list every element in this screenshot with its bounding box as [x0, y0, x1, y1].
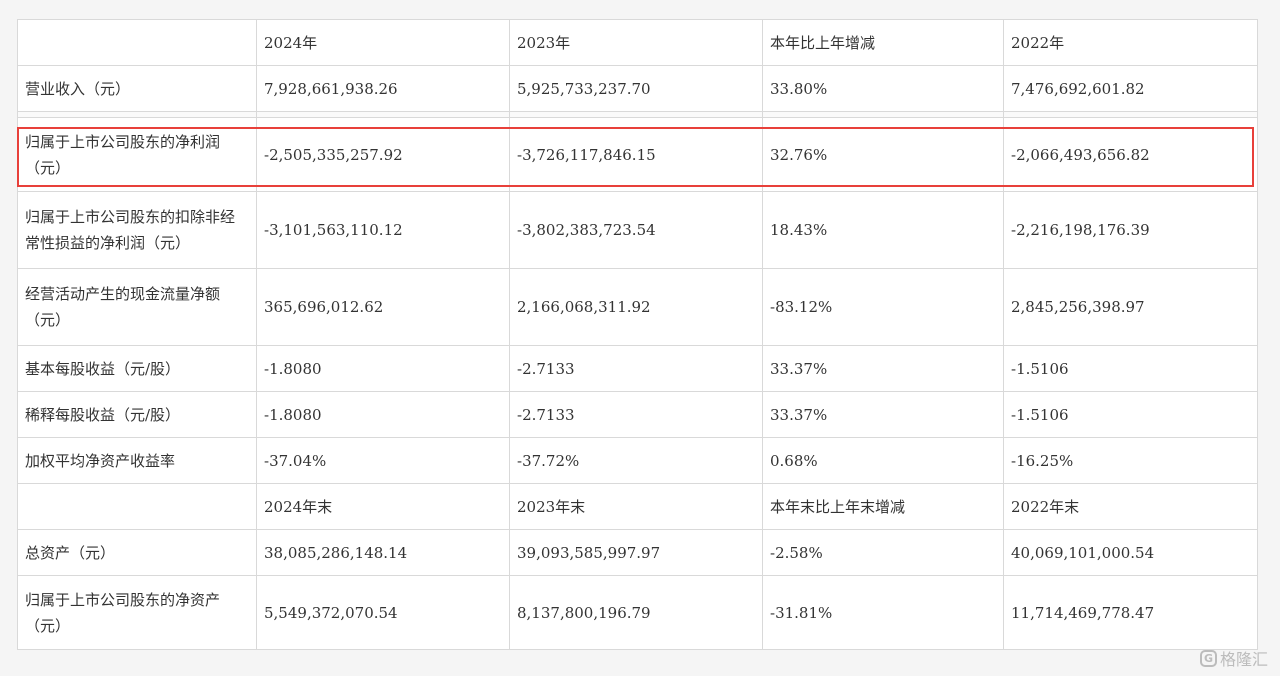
header-cell [17, 19, 257, 66]
value-2023: -3,802,383,723.54 [509, 191, 763, 269]
financial-table-container: 2024年 2023年 本年比上年增减 2022年 营业收入（元） 7,928,… [17, 19, 1258, 650]
value-2023: -3,726,117,846.15 [509, 117, 763, 192]
value-2022: -1.5106 [1003, 391, 1258, 438]
value-2023: 39,093,585,997.97 [509, 529, 763, 576]
value-2024: 7,928,661,938.26 [256, 65, 510, 112]
header-cell: 2022年 [1003, 19, 1258, 66]
header-cell: 本年比上年增减 [762, 19, 1004, 66]
value-2024: -3,101,563,110.12 [256, 191, 510, 269]
row-label: 稀释每股收益（元/股） [17, 391, 257, 438]
value-2024: -37.04% [256, 437, 510, 484]
table-row: 基本每股收益（元/股） -1.8080 -2.7133 33.37% -1.51… [17, 345, 1258, 392]
value-change: 0.68% [762, 437, 1004, 484]
table-row-highlighted: 归属于上市公司股东的净利润（元） -2,505,335,257.92 -3,72… [17, 117, 1258, 192]
value-2023: -2.7133 [509, 391, 763, 438]
table-row: 稀释每股收益（元/股） -1.8080 -2.7133 33.37% -1.51… [17, 391, 1258, 438]
header-cell [17, 483, 257, 530]
row-label: 归属于上市公司股东的扣除非经常性损益的净利润（元） [17, 191, 257, 269]
row-label: 基本每股收益（元/股） [17, 345, 257, 392]
row-label: 经营活动产生的现金流量净额（元） [17, 268, 257, 346]
value-change: 33.37% [762, 391, 1004, 438]
value-2022: -16.25% [1003, 437, 1258, 484]
value-2022: 2,845,256,398.97 [1003, 268, 1258, 346]
value-change: -31.81% [762, 575, 1004, 650]
watermark-logo-icon: G [1199, 649, 1217, 667]
value-change: 32.76% [762, 117, 1004, 192]
header-cell: 2023年末 [509, 483, 763, 530]
value-2022: -1.5106 [1003, 345, 1258, 392]
value-2024: 38,085,286,148.14 [256, 529, 510, 576]
row-label: 总资产（元） [17, 529, 257, 576]
table-row: 总资产（元） 38,085,286,148.14 39,093,585,997.… [17, 529, 1258, 576]
value-2022: -2,066,493,656.82 [1003, 117, 1258, 192]
row-separator [17, 111, 1258, 118]
value-2023: -2.7133 [509, 345, 763, 392]
value-change: 33.80% [762, 65, 1004, 112]
row-label: 加权平均净资产收益率 [17, 437, 257, 484]
value-change: 33.37% [762, 345, 1004, 392]
value-2022: 7,476,692,601.82 [1003, 65, 1258, 112]
value-change: -83.12% [762, 268, 1004, 346]
value-2023: 8,137,800,196.79 [509, 575, 763, 650]
header-cell: 本年末比上年末增减 [762, 483, 1004, 530]
value-2024: -1.8080 [256, 345, 510, 392]
value-2024: -1.8080 [256, 391, 510, 438]
header-cell: 2023年 [509, 19, 763, 66]
value-2022: 11,714,469,778.47 [1003, 575, 1258, 650]
table-row: 加权平均净资产收益率 -37.04% -37.72% 0.68% -16.25% [17, 437, 1258, 484]
watermark: G 格隆汇 [1199, 646, 1268, 670]
table-row: 归属于上市公司股东的扣除非经常性损益的净利润（元） -3,101,563,110… [17, 191, 1258, 269]
row-label: 归属于上市公司股东的净利润（元） [17, 117, 257, 192]
value-2024: -2,505,335,257.92 [256, 117, 510, 192]
value-2023: 5,925,733,237.70 [509, 65, 763, 112]
value-change: 18.43% [762, 191, 1004, 269]
value-2023: -37.72% [509, 437, 763, 484]
value-2023: 2,166,068,311.92 [509, 268, 763, 346]
row-label: 营业收入（元） [17, 65, 257, 112]
value-2024: 5,549,372,070.54 [256, 575, 510, 650]
header-row-year-end: 2024年末 2023年末 本年末比上年末增减 2022年末 [17, 483, 1258, 530]
header-cell: 2024年末 [256, 483, 510, 530]
header-cell: 2024年 [256, 19, 510, 66]
table-row: 经营活动产生的现金流量净额（元） 365,696,012.62 2,166,06… [17, 268, 1258, 346]
table-row: 营业收入（元） 7,928,661,938.26 5,925,733,237.7… [17, 65, 1258, 112]
value-2024: 365,696,012.62 [256, 268, 510, 346]
value-2022: 40,069,101,000.54 [1003, 529, 1258, 576]
value-change: -2.58% [762, 529, 1004, 576]
value-2022: -2,216,198,176.39 [1003, 191, 1258, 269]
table-row: 归属于上市公司股东的净资产（元） 5,549,372,070.54 8,137,… [17, 575, 1258, 650]
header-row: 2024年 2023年 本年比上年增减 2022年 [17, 19, 1258, 66]
watermark-text: 格隆汇 [1219, 650, 1268, 669]
financial-summary-table: 2024年 2023年 本年比上年增减 2022年 营业收入（元） 7,928,… [17, 19, 1258, 650]
header-cell: 2022年末 [1003, 483, 1258, 530]
row-label: 归属于上市公司股东的净资产（元） [17, 575, 257, 650]
